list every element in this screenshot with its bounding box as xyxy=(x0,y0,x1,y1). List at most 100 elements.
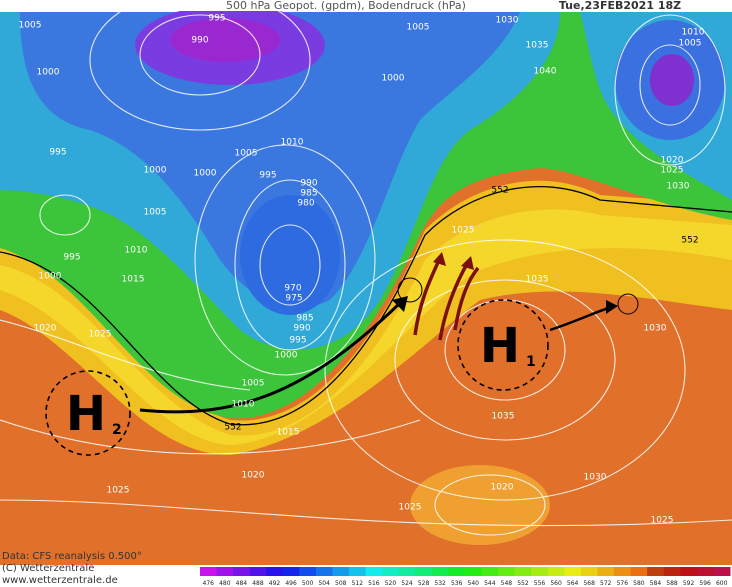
legend-swatch xyxy=(580,567,598,576)
legend-label: 580 xyxy=(633,580,645,587)
high-index: 1 xyxy=(526,354,536,370)
legend-label: 544 xyxy=(484,580,496,587)
legend-swatch xyxy=(547,567,565,576)
legend-swatch xyxy=(332,567,350,576)
legend-label: 528 xyxy=(418,580,430,587)
legend-label: 488 xyxy=(252,580,264,587)
high-index: 2 xyxy=(112,422,122,438)
isobar-label: 1030 xyxy=(644,324,667,334)
legend-swatch xyxy=(415,567,433,576)
legend-label: 484 xyxy=(236,580,248,587)
legend-label: 556 xyxy=(534,580,546,587)
isobar-label: 1025 xyxy=(452,226,475,236)
legend-label: 560 xyxy=(550,580,562,587)
legend-swatch xyxy=(249,567,267,576)
isobar-label: 1015 xyxy=(122,275,145,285)
isobar-label: 985 xyxy=(300,189,317,199)
high-letter: H xyxy=(66,386,106,442)
isobar-label: 1010 xyxy=(125,246,148,256)
legend-swatch xyxy=(216,567,234,576)
legend-label: 480 xyxy=(219,580,231,587)
footer-source: Data: CFS reanalysis 0.500° xyxy=(2,551,142,562)
legend-swatch xyxy=(299,567,317,576)
isobar-label: 1005 xyxy=(19,21,42,31)
legend-label: 476 xyxy=(203,580,215,587)
isobar-label: 1005 xyxy=(144,208,167,218)
isobar-label: 1040 xyxy=(534,67,557,77)
legend-label: 576 xyxy=(617,580,629,587)
isobar-label: 990 xyxy=(300,179,317,189)
header-date: Tue,23FEB2021 18Z xyxy=(559,0,681,12)
isobar-label: 970 xyxy=(284,284,301,294)
legend-swatch xyxy=(630,567,648,576)
isobar-label: 1000 xyxy=(37,68,60,78)
isobar-label: 1010 xyxy=(281,138,304,148)
legend-swatch xyxy=(696,567,714,576)
isobar-label: 1005 xyxy=(235,149,258,159)
contour-label: 552 xyxy=(224,423,241,433)
header-strip xyxy=(0,0,732,11)
isobar-label: 1025 xyxy=(107,486,130,496)
isobar-label: 990 xyxy=(191,36,208,46)
legend-swatch xyxy=(431,567,449,576)
isobar-label: 995 xyxy=(63,253,80,263)
legend-label: 516 xyxy=(368,580,380,587)
isobar-label: 1005 xyxy=(407,23,430,33)
legend-swatch xyxy=(564,567,582,576)
legend-swatch xyxy=(448,567,466,576)
legend-label: 552 xyxy=(517,580,529,587)
legend-label: 500 xyxy=(302,580,314,587)
isobar-label: 1020 xyxy=(661,156,684,166)
isobar-label: 1030 xyxy=(667,182,690,192)
legend-swatch xyxy=(382,567,400,576)
isobar-label: 995 xyxy=(289,336,306,346)
map xyxy=(0,5,732,565)
isobar-label: 1005 xyxy=(242,379,265,389)
legend-label: 520 xyxy=(385,580,397,587)
isobar-label: 1025 xyxy=(661,166,684,176)
legend-label: 592 xyxy=(683,580,695,587)
legend-label: 492 xyxy=(269,580,281,587)
isobar-label: 1010 xyxy=(682,28,705,38)
legend-swatch xyxy=(597,567,615,576)
isobar-label: 1015 xyxy=(277,428,300,438)
legend-label: 508 xyxy=(335,580,347,587)
high-letter: H xyxy=(480,318,520,374)
isobar-label: 1025 xyxy=(89,330,112,340)
legend-swatch xyxy=(663,567,681,576)
legend-swatch xyxy=(200,567,218,576)
legend-swatch xyxy=(365,567,383,576)
legend-label: 584 xyxy=(650,580,662,587)
legend-label: 600 xyxy=(716,580,728,587)
legend-label: 588 xyxy=(666,580,678,587)
isobar-label: 1035 xyxy=(492,412,515,422)
legend-swatch xyxy=(713,567,731,576)
footer-url: www.wetterzentrale.de xyxy=(2,575,118,586)
isobar-label: 985 xyxy=(296,314,313,324)
isobar-label: 1000 xyxy=(144,166,167,176)
isobar-label: 1035 xyxy=(526,41,549,51)
isobar-label: 1005 xyxy=(679,39,702,49)
legend-swatch xyxy=(349,567,367,576)
legend-swatch xyxy=(465,567,483,576)
footer-copyright: (C) Wetterzentrale xyxy=(2,563,94,574)
legend-label: 524 xyxy=(401,580,413,587)
legend-swatch xyxy=(266,567,284,576)
contour-label: 552 xyxy=(491,186,508,196)
legend-label: 496 xyxy=(285,580,297,587)
isobar-label: 1000 xyxy=(382,74,405,84)
isobar-label: 1030 xyxy=(584,473,607,483)
legend-swatch xyxy=(481,567,499,576)
isobar-label: 995 xyxy=(49,148,66,158)
isobar-label: 980 xyxy=(297,199,314,209)
isobar-label: 1010 xyxy=(232,400,255,410)
isobar-label: 1000 xyxy=(275,351,298,361)
legend-label: 596 xyxy=(699,580,711,587)
legend-swatch xyxy=(647,567,665,576)
legend-swatch xyxy=(233,567,251,576)
legend-label: 504 xyxy=(318,580,330,587)
isobar-label: 995 xyxy=(259,171,276,181)
isobar-label: 1000 xyxy=(194,169,217,179)
legend-swatch xyxy=(498,567,516,576)
isobar-label: 1020 xyxy=(491,483,514,493)
